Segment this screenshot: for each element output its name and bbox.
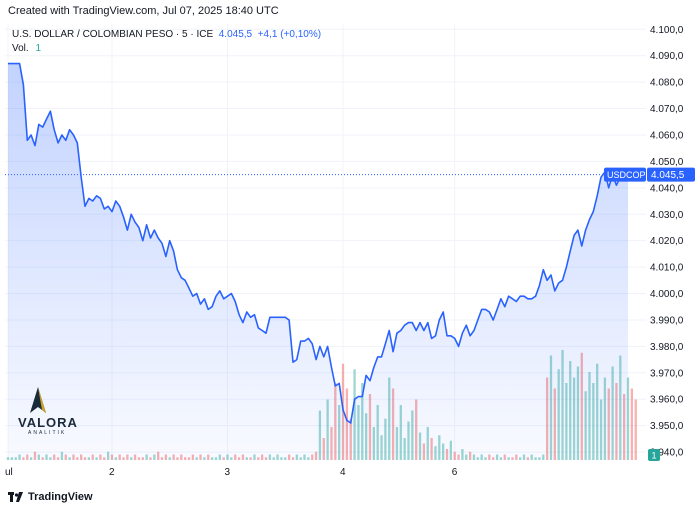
volume-bar bbox=[630, 388, 633, 460]
volume-tag-box bbox=[648, 449, 660, 461]
y-tick-label: 3.980,0 bbox=[650, 342, 684, 353]
y-tick-label: 3.960,0 bbox=[650, 395, 684, 406]
tradingview-footer[interactable]: TradingView bbox=[8, 491, 93, 503]
y-tick-label: 3.990,0 bbox=[650, 315, 684, 326]
y-tick-label: 4.100,0 bbox=[650, 25, 684, 36]
symbol-tag-text: USDCOP bbox=[607, 170, 646, 180]
y-tick-label: 4.010,0 bbox=[650, 263, 684, 274]
valora-sub: ANALITIK bbox=[28, 430, 67, 436]
y-tick-label: 3.950,0 bbox=[650, 421, 684, 432]
y-tick-label: 4.090,0 bbox=[650, 51, 684, 62]
price-tag-text: 4.045,5 bbox=[651, 170, 685, 181]
price-chart[interactable]: 4.100,0 4.090,0 4.080,0 4.070,0 4.060,0 4.050… bbox=[0, 22, 700, 484]
y-tick-label: 4.000,0 bbox=[650, 289, 684, 300]
volume-legend: Vol. 1 bbox=[12, 43, 41, 54]
volume-label: Vol. bbox=[12, 43, 29, 54]
x-tick-label: 3 bbox=[225, 467, 231, 478]
y-tick-label: 4.040,0 bbox=[650, 183, 684, 194]
valora-brand: VALORA bbox=[18, 415, 78, 430]
volume-bar bbox=[634, 399, 637, 460]
volume-tag-text: 1 bbox=[652, 451, 657, 461]
x-tick-label: 4 bbox=[340, 467, 346, 478]
volume-value: 1 bbox=[35, 43, 42, 54]
price-line bbox=[8, 62, 629, 424]
x-tick-label: 6 bbox=[452, 467, 458, 478]
y-tick-label: 4.030,0 bbox=[650, 210, 684, 221]
valora-logo-icon bbox=[30, 387, 46, 413]
created-with-header: Created with TradingView.com, Jul 07, 20… bbox=[8, 5, 279, 17]
tradingview-logo-icon bbox=[8, 491, 23, 502]
y-tick-label: 4.050,0 bbox=[650, 157, 684, 168]
x-tick-label: ul bbox=[5, 467, 13, 478]
y-tick-label: 4.060,0 bbox=[650, 130, 684, 141]
y-tick-label: 3.940,0 bbox=[650, 448, 684, 459]
last-price: 4.045,5 bbox=[218, 29, 253, 40]
y-tick-label: 3.970,0 bbox=[650, 368, 684, 379]
price-tag-box bbox=[647, 167, 695, 182]
symbol-name: U.S. DOLLAR / COLOMBIAN PESO · 5 · ICE bbox=[12, 29, 214, 40]
tradingview-brand: TradingView bbox=[28, 491, 93, 503]
y-tick-label: 4.020,0 bbox=[650, 236, 684, 247]
symbol-tag-box bbox=[604, 167, 646, 182]
y-tick-label: 4.070,0 bbox=[650, 104, 684, 115]
symbol-legend: U.S. DOLLAR / COLOMBIAN PESO · 5 · ICE 4… bbox=[12, 29, 321, 40]
x-tick-label: 2 bbox=[109, 467, 115, 478]
y-tick-label: 4.080,0 bbox=[650, 78, 684, 89]
price-change: +4,1 (+0,10%) bbox=[257, 29, 322, 40]
price-area-fill bbox=[8, 63, 628, 460]
